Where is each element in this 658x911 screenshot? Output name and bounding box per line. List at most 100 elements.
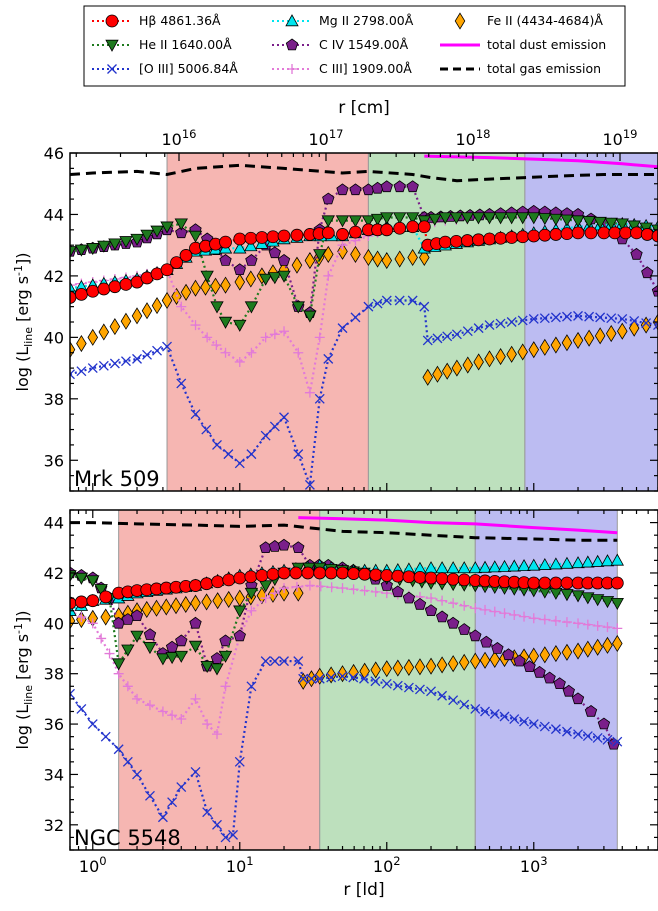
data-point-oiii <box>350 312 361 323</box>
data-point-hb <box>219 235 232 249</box>
data-point-civ <box>322 192 335 205</box>
data-point-heii <box>233 605 247 618</box>
legend-swatch-mgii <box>272 14 312 27</box>
data-point-oiii <box>392 680 403 691</box>
data-point-heii <box>130 630 144 643</box>
data-point-oiii <box>509 714 520 724</box>
data-point-civ <box>571 692 585 705</box>
series-dust <box>424 154 658 169</box>
data-point-feii <box>612 634 623 653</box>
data-point-heii <box>94 584 108 597</box>
data-point-hb <box>549 576 563 590</box>
data-point-civ <box>349 183 362 196</box>
data-point-hb <box>301 566 315 580</box>
data-point-feii <box>436 656 448 674</box>
data-point-heii <box>438 212 452 225</box>
data-point-heii <box>370 213 385 226</box>
data-point-civ <box>641 266 654 279</box>
data-point-oiii <box>602 734 613 745</box>
data-point-hb <box>222 573 236 587</box>
data-point-hb <box>244 570 258 584</box>
data-point-oiii <box>314 673 325 684</box>
data-point-mgii <box>600 554 615 567</box>
data-point-feii <box>372 250 383 268</box>
data-point-heii <box>460 212 475 225</box>
data-point-heii <box>627 220 641 233</box>
data-point-hb <box>369 568 383 582</box>
data-point-hb <box>630 226 643 240</box>
data-point-ciii <box>144 700 155 711</box>
legend-swatch-oiii <box>92 64 132 74</box>
data-point-feii <box>291 256 303 274</box>
data-point-hb <box>255 231 269 244</box>
data-point-heii <box>449 212 464 225</box>
x-tick-label: 103 <box>520 854 548 876</box>
data-point-civ <box>189 616 202 629</box>
data-point-mgii <box>507 559 521 572</box>
data-point-oiii <box>359 673 369 684</box>
data-point-oiii <box>157 812 168 823</box>
data-point-heii <box>504 212 519 225</box>
top-x-tick-label: 1018 <box>455 127 490 149</box>
data-point-oiii <box>152 345 162 356</box>
legend-marker-oiii <box>107 64 117 74</box>
data-point-oiii <box>484 320 495 331</box>
data-point-oiii <box>595 312 606 323</box>
data-point-feii <box>141 302 153 320</box>
data-point-oiii <box>298 673 309 684</box>
data-point-feii <box>314 667 326 685</box>
data-point-heii <box>258 273 273 286</box>
data-point-feii <box>594 327 606 345</box>
data-point-hb <box>290 228 304 242</box>
data-point-feii <box>414 658 426 676</box>
data-point-oiii <box>228 829 239 840</box>
data-point-heii <box>150 225 164 238</box>
data-point-feii <box>419 248 430 267</box>
top-axis-label: r [cm] <box>338 98 390 118</box>
data-point-hb <box>505 231 519 244</box>
data-point-feii <box>348 663 359 682</box>
data-point-feii <box>323 245 334 263</box>
data-point-heii <box>210 301 224 314</box>
data-point-oiii <box>76 366 87 377</box>
data-point-civ <box>233 263 246 276</box>
data-point-civ <box>380 180 393 193</box>
data-point-civ <box>292 541 305 553</box>
data-point-oiii <box>234 458 245 469</box>
series-oiii <box>70 656 623 843</box>
data-point-heii <box>140 229 154 242</box>
data-point-feii <box>70 612 76 630</box>
data-point-civ <box>393 180 406 193</box>
data-point-hb <box>446 572 460 586</box>
data-point-heii <box>405 212 420 225</box>
data-point-ciii <box>359 585 370 596</box>
legend-marker-hb <box>105 14 119 28</box>
data-point-ciii <box>157 706 168 717</box>
y-tick-label: 36 <box>44 451 64 470</box>
data-point-oiii <box>98 360 109 371</box>
data-point-hb <box>99 590 113 604</box>
data-point-mgii <box>497 559 512 572</box>
data-point-feii <box>234 273 246 291</box>
data-point-feii <box>161 598 172 616</box>
data-point-oiii <box>495 318 506 329</box>
data-point-hb <box>597 226 611 240</box>
data-point-civ <box>268 246 281 259</box>
data-point-ciii <box>104 648 115 659</box>
data-point-ciii <box>190 693 201 704</box>
data-point-hb <box>321 226 335 240</box>
data-point-oiii <box>120 356 131 367</box>
data-point-feii <box>180 283 192 301</box>
data-point-oiii <box>246 681 257 692</box>
data-point-feii <box>201 593 212 611</box>
data-point-oiii <box>220 832 231 843</box>
data-point-oiii <box>403 682 414 693</box>
data-point-ciii <box>70 280 75 291</box>
data-point-hb <box>610 576 624 590</box>
data-point-heii <box>244 587 259 600</box>
data-point-mgii <box>468 561 482 574</box>
data-point-feii <box>87 328 99 346</box>
data-point-heii <box>165 652 179 665</box>
data-point-feii <box>582 640 594 658</box>
top-x-tick-label: 1016 <box>161 127 196 149</box>
